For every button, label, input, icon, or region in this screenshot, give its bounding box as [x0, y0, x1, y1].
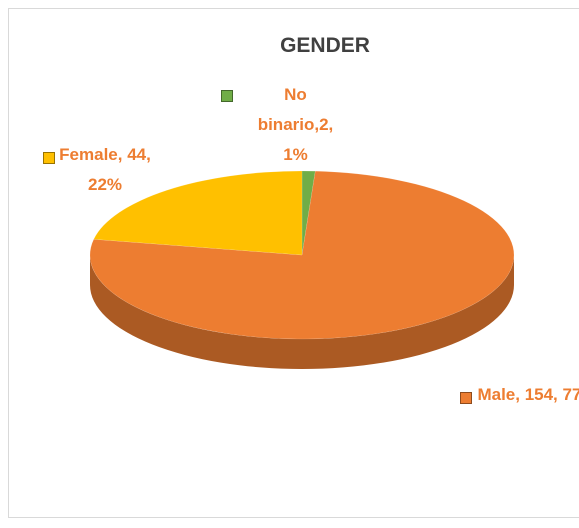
slice-side — [90, 255, 514, 369]
legend-key — [221, 90, 233, 102]
legend-key — [460, 392, 472, 404]
slice — [301, 170, 316, 256]
legend-key — [43, 152, 55, 164]
chart-title: GENDER — [280, 34, 370, 57]
data-label: No binario,2, 1% — [257, 85, 334, 164]
slice — [89, 170, 515, 340]
chart-frame — [8, 8, 579, 518]
data-label: Male, 154, 77% — [477, 385, 579, 404]
slice — [93, 170, 303, 256]
data-label: Female, 44, 22% — [59, 145, 151, 194]
